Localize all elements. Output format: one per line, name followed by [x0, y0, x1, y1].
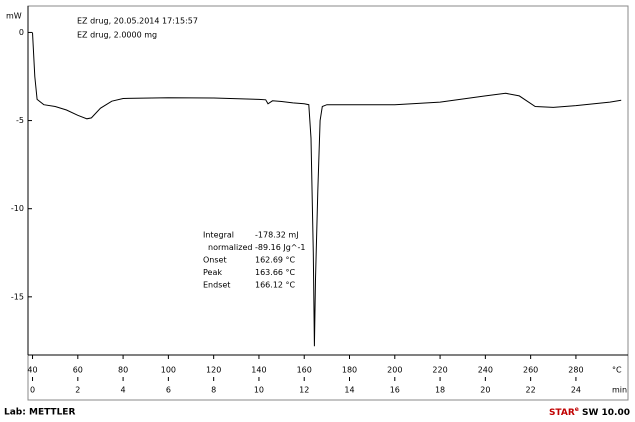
x-tick-label: 220	[432, 366, 447, 375]
x2-tick-label: 14	[344, 386, 354, 395]
x-tick-label: 280	[568, 366, 583, 375]
y-unit: mW	[6, 12, 22, 21]
x-tick-label: 260	[523, 366, 538, 375]
x2-tick-label: 22	[526, 386, 536, 395]
x2-tick-label: 16	[390, 386, 400, 395]
x-tick-label: 100	[161, 366, 176, 375]
x-tick-label: 60	[73, 366, 83, 375]
footer-brand-sup: e	[575, 406, 579, 413]
result-label: Endset	[203, 281, 230, 290]
result-value: 163.66 °C	[255, 268, 296, 277]
x2-tick-label: 6	[166, 386, 171, 395]
x2-unit: min	[612, 386, 627, 395]
x-tick-label: 200	[387, 366, 402, 375]
x-tick-label: 140	[251, 366, 266, 375]
x-unit: °C	[612, 366, 622, 375]
x2-tick-label: 0	[30, 386, 35, 395]
y-tick-label: 0	[19, 28, 24, 37]
footer-version: SW 10.00	[579, 408, 630, 418]
x2-tick-label: 10	[254, 386, 264, 395]
x2-tick-label: 2	[75, 386, 80, 395]
result-value: 162.69 °C	[255, 256, 296, 265]
x2-tick-label: 4	[121, 386, 126, 395]
footer-brand: STAR	[549, 408, 575, 418]
y-tick-label: -10	[11, 204, 24, 213]
x2-tick-label: 20	[480, 386, 490, 395]
x2-tick-label: 24	[571, 386, 581, 395]
result-label: normalized	[208, 243, 252, 252]
x2-tick-label: 18	[435, 386, 445, 395]
result-value: 166.12 °C	[255, 281, 296, 290]
x-tick-label: 180	[342, 366, 357, 375]
footer-left: Lab: METTLER	[4, 408, 75, 418]
data-line	[32, 32, 622, 347]
x-tick-label: 120	[206, 366, 221, 375]
result-label: Integral	[203, 231, 234, 240]
header-line: EZ drug, 2.0000 mg	[77, 31, 157, 40]
x-tick-label: 240	[478, 366, 493, 375]
result-value: -178.32 mJ	[255, 231, 299, 240]
footer-right: STARe SW 10.00	[549, 406, 630, 418]
result-label: Peak	[203, 268, 222, 277]
y-tick-label: -5	[16, 116, 24, 125]
x-tick-label: 80	[118, 366, 128, 375]
x2-tick-label: 8	[211, 386, 216, 395]
header-line: EZ drug, 20.05.2014 17:15:57	[77, 17, 198, 26]
x2-tick-label: 12	[299, 386, 309, 395]
result-value: -89.16 Jg^-1	[255, 243, 305, 252]
x-tick-label: 40	[27, 366, 37, 375]
result-label: Onset	[203, 256, 227, 265]
x-tick-label: 160	[297, 366, 312, 375]
frame	[27, 5, 629, 401]
y-tick-label: -15	[11, 292, 24, 301]
